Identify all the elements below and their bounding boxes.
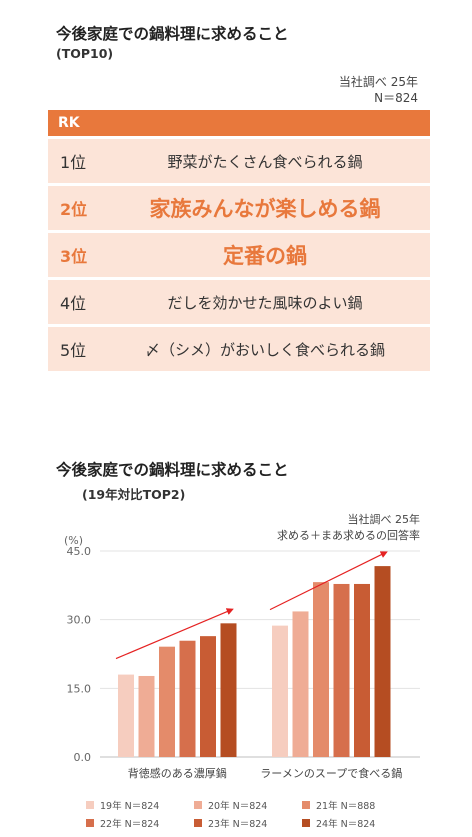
- bar: [354, 583, 370, 757]
- bar: [200, 636, 216, 757]
- chart-source-line1: 当社調べ 25年: [347, 513, 421, 526]
- category-label: 背徳感のある濃厚鍋: [128, 766, 227, 780]
- y-tick-label: 15.0: [67, 682, 92, 695]
- chart-legend: 19年 N＝824 20年 N＝824 21年 N＝888 22年 N＝824 23年 …: [86, 796, 416, 832]
- bar: [292, 611, 309, 757]
- rank-label: 4位: [60, 294, 87, 313]
- trend-arrow-icon: [115, 608, 234, 660]
- table-row: 2位 家族みんなが楽しめる鍋: [48, 186, 430, 230]
- legend-swatch: [86, 819, 94, 827]
- legend-label: 22年 N＝824: [100, 819, 160, 830]
- table-row: 3位 定番の鍋: [48, 233, 430, 277]
- ranking-source: 当社調べ 25年 N＝824: [339, 74, 418, 106]
- bar: [159, 646, 175, 757]
- ranking-table: RK 1位 野菜がたくさん食べられる鍋 2位 家族みんなが楽しめる鍋 3位 定番…: [48, 110, 430, 371]
- rank-label: 2位: [60, 200, 88, 219]
- table-row: 4位 だしを効かせた風味のよい鍋: [48, 280, 430, 324]
- chart-subtitle: (19年対比TOP2): [82, 487, 186, 502]
- table-row: 5位 〆（シメ）がおいしく食べられる鍋: [48, 327, 430, 371]
- ranking-source-line1: 当社調べ 25年: [338, 75, 418, 89]
- ranking-source-line2: N＝824: [374, 91, 418, 105]
- rank-item: 定番の鍋: [223, 244, 307, 268]
- legend-label: 20年 N＝824: [208, 801, 268, 812]
- bar: [272, 625, 288, 757]
- rank-item: だしを効かせた風味のよい鍋: [167, 293, 363, 312]
- chart-source: 当社調べ 25年 求める＋まあ求めるの回答率: [277, 512, 420, 544]
- trend-arrow-icon: [269, 551, 388, 611]
- rank-item: 家族みんなが楽しめる鍋: [149, 197, 381, 221]
- legend-swatch: [194, 819, 202, 827]
- legend-label: 23年 N＝824: [208, 819, 268, 830]
- legend-swatch: [194, 801, 202, 809]
- legend-item: 19年 N＝824: [86, 796, 194, 814]
- rank-label: 3位: [60, 247, 88, 266]
- bar: [138, 675, 155, 757]
- legend-item: 23年 N＝824: [194, 814, 302, 832]
- bar: [118, 674, 134, 757]
- y-tick-label: 45.0: [67, 545, 92, 558]
- y-tick-label: 0.0: [74, 751, 92, 764]
- ranking-table-header: RK: [48, 110, 430, 136]
- bar: [313, 582, 329, 757]
- legend-item: 20年 N＝824: [194, 796, 302, 814]
- legend-swatch: [86, 801, 94, 809]
- bar: [374, 566, 391, 757]
- rank-label: 1位: [60, 153, 87, 172]
- bar: [220, 623, 237, 757]
- table-row: 1位 野菜がたくさん食べられる鍋: [48, 139, 430, 183]
- rank-label: 5位: [60, 341, 87, 360]
- ranking-subtitle: (TOP10): [56, 46, 114, 61]
- rank-item: 野菜がたくさん食べられる鍋: [167, 152, 363, 171]
- category-label: ラーメンのスープで食べる鍋: [260, 766, 402, 780]
- y-axis-unit: (%): [64, 534, 84, 547]
- legend-label: 21年 N＝888: [316, 801, 376, 812]
- chart-source-line2: 求める＋まあ求めるの回答率: [277, 529, 420, 542]
- legend-item: 21年 N＝888: [302, 796, 410, 814]
- legend-item: 24年 N＝824: [302, 814, 410, 832]
- rank-item: 〆（シメ）がおいしく食べられる鍋: [144, 340, 385, 359]
- y-tick-label: 30.0: [67, 614, 92, 627]
- chart-title: 今後家庭での鍋料理に求めること: [56, 461, 289, 479]
- legend-swatch: [302, 819, 310, 827]
- legend-label: 24年 N＝824: [316, 819, 376, 830]
- legend-label: 19年 N＝824: [100, 801, 160, 812]
- legend-item: 22年 N＝824: [86, 814, 194, 832]
- bar: [179, 640, 196, 757]
- ranking-title: 今後家庭での鍋料理に求めること: [56, 25, 289, 43]
- bar: [333, 583, 350, 757]
- legend-swatch: [302, 801, 310, 809]
